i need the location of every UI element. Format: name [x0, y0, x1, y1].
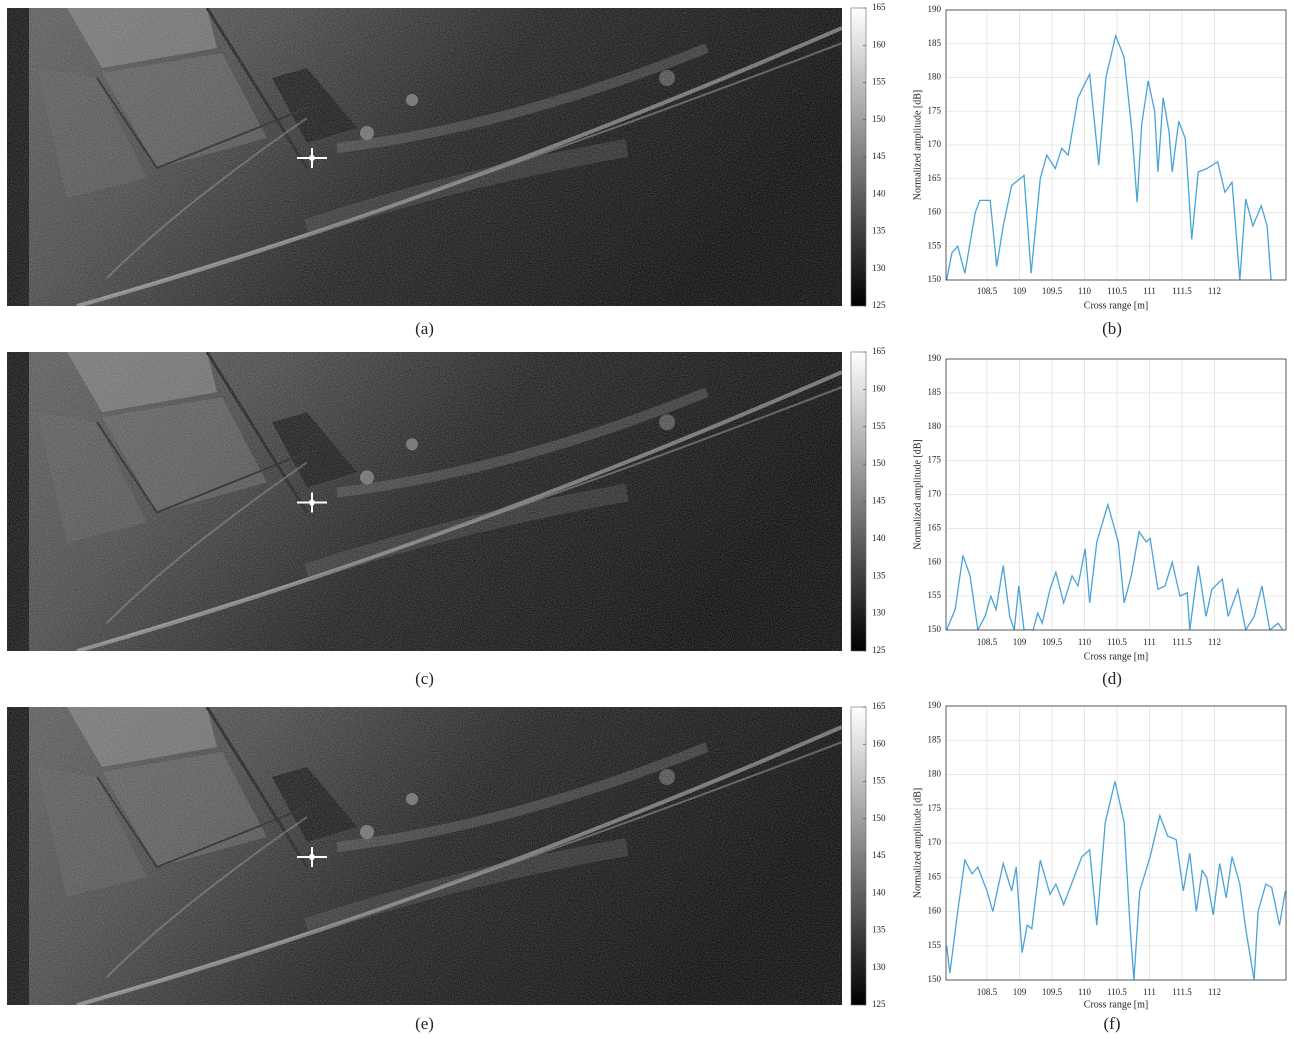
x-tick-label: 109 — [1013, 637, 1027, 647]
y-tick-label: 175 — [928, 803, 942, 813]
figure: (a) 125 130 135 140 145 150 155 160 165 108.5 109 10… — [0, 0, 1294, 1038]
y-tick-label: 170 — [928, 489, 942, 499]
colorbar-tick-label: 160 — [872, 383, 886, 393]
y-axis-label: Normalized amplitude [dB] — [912, 788, 923, 899]
colorbar-tick-label: 145 — [872, 850, 886, 860]
x-tick-label: 111.5 — [1172, 637, 1192, 647]
x-tick-label: 110.5 — [1107, 286, 1127, 296]
x-tick-label: 111 — [1143, 987, 1156, 997]
x-tick-label: 109.5 — [1042, 286, 1063, 296]
y-tick-label: 155 — [928, 590, 942, 600]
colorbar-tick-label: 125 — [872, 999, 886, 1009]
x-tick-label: 110 — [1078, 637, 1092, 647]
x-tick-label: 110.5 — [1107, 987, 1127, 997]
x-tick-label: 112 — [1208, 637, 1221, 647]
colorbar-tick-label: 150 — [872, 813, 886, 823]
x-tick-label: 112 — [1208, 286, 1221, 296]
x-tick-label: 108.5 — [977, 987, 998, 997]
x-tick-label: 109 — [1013, 286, 1027, 296]
x-tick-label: 111.5 — [1172, 286, 1192, 296]
x-axis-label: Cross range [m] — [1084, 999, 1148, 1010]
colorbar-tick-label: 165 — [872, 2, 886, 12]
y-tick-label: 170 — [928, 139, 942, 149]
colorbar-tick-label: 135 — [872, 570, 886, 580]
colorbar-tick-label: 145 — [872, 151, 886, 161]
y-tick-label: 180 — [928, 72, 942, 82]
y-tick-label: 175 — [928, 105, 942, 115]
y-tick-label: 165 — [928, 871, 942, 881]
colorbar-tick-label: 130 — [872, 608, 886, 618]
sar-image — [7, 352, 842, 651]
panel-label: (c) — [415, 669, 434, 688]
panel-label: (d) — [1102, 669, 1122, 688]
x-tick-label: 110 — [1078, 286, 1092, 296]
y-tick-label: 190 — [928, 4, 942, 14]
y-axis-label: Normalized amplitude [dB] — [912, 90, 923, 201]
y-tick-label: 170 — [928, 837, 942, 847]
x-tick-label: 111.5 — [1172, 987, 1192, 997]
y-tick-label: 185 — [928, 38, 942, 48]
colorbar-tick-label: 160 — [872, 39, 886, 49]
colorbar-tick-label: 155 — [872, 421, 886, 431]
colorbar-tick-label: 140 — [872, 533, 886, 543]
y-tick-label: 165 — [928, 522, 942, 532]
sar-image — [7, 8, 842, 306]
panel-label: (f) — [1104, 1014, 1121, 1033]
sar-image — [7, 707, 842, 1005]
colorbar-tick-label: 140 — [872, 188, 886, 198]
y-tick-label: 180 — [928, 421, 942, 431]
panel-label: (e) — [415, 1014, 434, 1033]
y-tick-label: 150 — [928, 624, 942, 634]
y-tick-label: 155 — [928, 240, 942, 250]
y-tick-label: 160 — [928, 556, 942, 566]
colorbar-tick-label: 130 — [872, 263, 886, 273]
x-tick-label: 108.5 — [977, 286, 998, 296]
colorbar-tick-label: 155 — [872, 776, 886, 786]
y-axis-label: Normalized amplitude [dB] — [912, 439, 923, 550]
colorbar-tick-label: 165 — [872, 701, 886, 711]
panel-label: (b) — [1102, 319, 1122, 338]
x-tick-label: 109.5 — [1042, 987, 1063, 997]
colorbar-tick-label: 125 — [872, 645, 886, 655]
colorbar-tick-label: 150 — [872, 114, 886, 124]
x-tick-label: 109.5 — [1042, 637, 1063, 647]
x-axis-label: Cross range [m] — [1084, 651, 1148, 662]
x-tick-label: 109 — [1013, 987, 1027, 997]
x-tick-label: 110 — [1078, 987, 1092, 997]
colorbar-tick-label: 145 — [872, 496, 886, 506]
y-tick-label: 185 — [928, 387, 942, 397]
y-tick-label: 160 — [928, 906, 942, 916]
y-tick-label: 155 — [928, 940, 942, 950]
x-tick-label: 111 — [1143, 286, 1156, 296]
x-tick-label: 112 — [1208, 987, 1221, 997]
colorbar-tick-label: 130 — [872, 962, 886, 972]
colorbar-tick-label: 150 — [872, 458, 886, 468]
x-tick-label: 110.5 — [1107, 637, 1127, 647]
y-tick-label: 165 — [928, 173, 942, 183]
x-tick-label: 111 — [1143, 637, 1156, 647]
panel-label: (a) — [415, 319, 434, 338]
colorbar-tick-label: 125 — [872, 300, 886, 310]
colorbar-tick-label: 135 — [872, 925, 886, 935]
y-tick-label: 190 — [928, 700, 942, 710]
colorbar-tick-label: 160 — [872, 738, 886, 748]
x-axis-label: Cross range [m] — [1084, 300, 1148, 311]
y-tick-label: 185 — [928, 734, 942, 744]
y-tick-label: 150 — [928, 274, 942, 284]
y-tick-label: 180 — [928, 769, 942, 779]
y-tick-label: 190 — [928, 353, 942, 363]
colorbar-tick-label: 135 — [872, 226, 886, 236]
colorbar-tick-label: 155 — [872, 77, 886, 87]
y-tick-label: 160 — [928, 207, 942, 217]
y-tick-label: 175 — [928, 455, 942, 465]
colorbar-tick-label: 140 — [872, 887, 886, 897]
y-tick-label: 150 — [928, 974, 942, 984]
x-tick-label: 108.5 — [977, 637, 998, 647]
colorbar-tick-label: 165 — [872, 346, 886, 356]
